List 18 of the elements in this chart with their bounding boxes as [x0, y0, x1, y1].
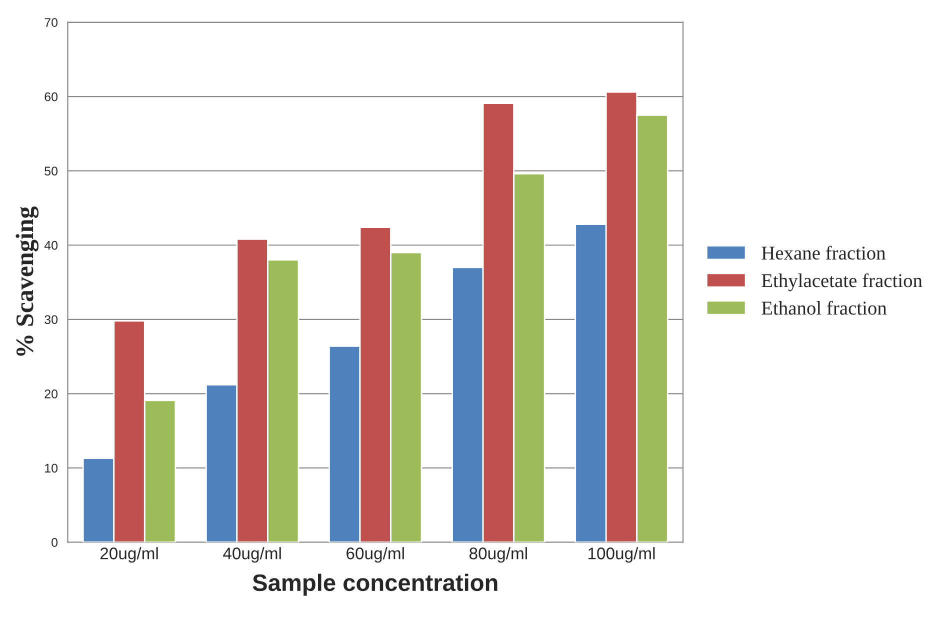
y-tick-label: 0	[52, 538, 58, 547]
x-tick-label: 60ug/ml	[346, 547, 404, 563]
x-tick-label: 100ug/ml	[588, 547, 655, 563]
x-tick-label: 20ug/ml	[100, 547, 158, 563]
y-tick-label: 60	[44, 92, 58, 102]
y-tick-label: 40	[44, 240, 58, 250]
legend-label: Ethylacetate fraction	[762, 273, 922, 292]
y-tick-label: 10	[45, 464, 58, 473]
x-tick-label: 80ug/ml	[470, 547, 527, 563]
y-tick-label: 30	[44, 315, 58, 324]
y-axis-title: % Scavenging	[16, 206, 39, 356]
y-tick-label: 70	[44, 18, 58, 27]
x-tick-label: 40ug/ml	[223, 547, 281, 563]
y-tick-label: 50	[44, 166, 58, 176]
legend-label: Hexane fraction	[762, 246, 886, 260]
x-axis-title: Sample concentration	[252, 574, 498, 596]
y-tick-label: 20	[44, 389, 58, 398]
legend-label: Ethanol fraction	[762, 300, 887, 315]
